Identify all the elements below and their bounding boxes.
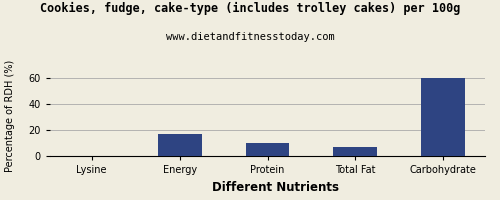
Text: www.dietandfitnesstoday.com: www.dietandfitnesstoday.com bbox=[166, 32, 334, 42]
Text: Different Nutrients: Different Nutrients bbox=[212, 181, 338, 194]
Bar bbox=[246, 143, 290, 156]
Text: Cookies, fudge, cake-type (includes trolley cakes) per 100g: Cookies, fudge, cake-type (includes trol… bbox=[40, 2, 460, 15]
Bar bbox=[422, 78, 465, 156]
Bar bbox=[334, 147, 378, 156]
Text: Percentage of RDH (%): Percentage of RDH (%) bbox=[5, 60, 15, 172]
Bar bbox=[158, 134, 202, 156]
